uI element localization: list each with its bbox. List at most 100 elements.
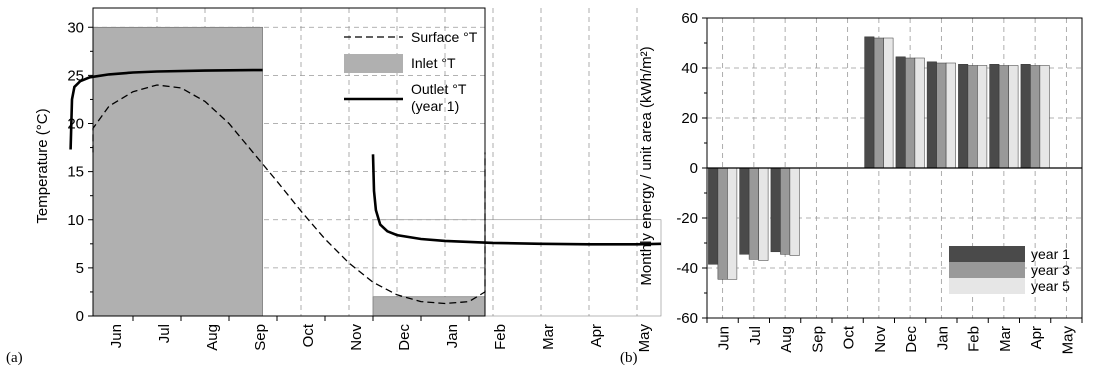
bar	[945, 62, 956, 169]
y-tick-labels: 0 5 10 15 20 25 30	[67, 19, 84, 325]
bar	[1039, 65, 1050, 169]
x-tick-label: Aug	[778, 326, 795, 353]
y-tick-label: 60	[681, 10, 698, 27]
inlet-band	[372, 296, 486, 317]
x-tick-label: Jun	[716, 326, 733, 350]
x-tick-label: Feb	[492, 324, 509, 350]
x-tick-labels: Jun Jul Aug Sep Oct Nov Dec Jan Feb Mar Apr May	[108, 323, 653, 352]
x-tick-label: Apr	[588, 324, 605, 347]
y-tick-label: -40	[676, 260, 698, 277]
panel-label: (a)	[6, 350, 23, 366]
axes-frame	[88, 7, 486, 321]
bar	[895, 56, 906, 169]
bar	[967, 65, 978, 169]
bar	[989, 64, 1000, 169]
energy-chart: -60 -40 -20 0 20 40 60 Jun Jul Aug Sep Oct Nov Dec Ja…	[620, 10, 1083, 366]
y-tick-label: 25	[67, 67, 84, 84]
axes-frame	[702, 17, 1083, 323]
legend-swatch	[949, 278, 1025, 294]
y-tick-label: 5	[76, 260, 84, 277]
x-tick-label: Aug	[204, 324, 221, 351]
y-tick-label: 0	[76, 308, 84, 325]
inlet-bands	[92, 26, 662, 317]
y-tick-label: 0	[690, 160, 698, 177]
x-tick-label: Jul	[156, 324, 173, 343]
outlet-temperature-line	[371, 154, 662, 246]
y-axis-label: Monthly energy / unit area (kWh/m²)	[638, 46, 655, 285]
bar	[1020, 64, 1031, 169]
bar	[789, 167, 800, 256]
x-tick-label: Apr	[1028, 326, 1045, 349]
x-tick-label: Feb	[966, 326, 983, 352]
bar	[739, 167, 750, 255]
legend-swatch-inlet	[344, 54, 403, 73]
bar	[905, 57, 916, 169]
bar	[748, 167, 759, 260]
legend-swatch	[949, 262, 1025, 278]
bar	[864, 36, 875, 169]
y-tick-label: 10	[67, 212, 84, 229]
legend-label-outlet: Outlet °T	[411, 81, 467, 97]
x-tick-label: Mar	[997, 326, 1014, 352]
x-tick-label: Nov	[348, 324, 365, 351]
y-tick-label: -60	[676, 310, 698, 327]
panel-label: (b)	[620, 350, 638, 366]
x-tick-label: Jan	[934, 326, 951, 350]
plot-frame	[92, 7, 486, 317]
outlet-temperature-line	[69, 68, 263, 150]
y-tick-label: 30	[67, 19, 84, 36]
x-tick-label: Dec	[396, 324, 413, 351]
bar	[958, 64, 969, 169]
legend-label: year 1	[1031, 246, 1070, 262]
bar	[998, 65, 1009, 169]
inlet-band	[92, 26, 263, 317]
x-tick-label: Sep	[809, 326, 826, 353]
y-tick-label: 40	[681, 60, 698, 77]
bar	[780, 167, 791, 255]
x-tick-label: May	[636, 324, 653, 353]
y-tick-label: 20	[67, 116, 84, 133]
bar	[1008, 65, 1019, 169]
bar	[883, 37, 894, 169]
x-tick-label: Jan	[444, 324, 461, 348]
legend-label-surface: Surface °T	[411, 29, 478, 45]
temperature-chart: 0 5 10 15 20 25 30 Jun Jul Aug Sep Oct Nov Dec Jan Feb…	[6, 7, 662, 366]
bar	[936, 62, 947, 169]
inlet-band-outline	[372, 219, 662, 317]
y-tick-label: 20	[681, 110, 698, 127]
bar	[914, 57, 925, 169]
surface-temperature-line	[92, 84, 486, 305]
bar	[758, 167, 769, 261]
y-axis-label: Temperature (°C)	[34, 108, 51, 223]
x-tick-label: Nov	[872, 326, 889, 353]
x-tick-label: Jun	[108, 324, 125, 348]
bar	[1030, 65, 1041, 169]
bar	[708, 167, 719, 265]
bar	[926, 61, 937, 169]
bar	[873, 37, 884, 169]
legend-label-inlet: Inlet °T	[411, 55, 456, 71]
bar	[977, 65, 988, 169]
bar	[717, 167, 728, 280]
x-tick-label: Jul	[747, 326, 764, 345]
x-tick-label: Oct	[841, 325, 858, 349]
legend-swatch	[949, 246, 1025, 262]
x-tick-label: Mar	[540, 324, 557, 350]
bar	[770, 167, 781, 253]
x-tick-labels: Jun Jul Aug Sep Oct Nov Dec Jan Feb Mar Apr May	[716, 325, 1077, 354]
y-tick-label: -20	[676, 210, 698, 227]
x-tick-label: Oct	[300, 323, 317, 347]
bars	[708, 36, 1050, 280]
x-tick-label: Dec	[903, 326, 920, 353]
series-lines	[69, 68, 662, 305]
y-tick-label: 15	[67, 164, 84, 181]
legend-label: year 5	[1031, 278, 1070, 294]
x-tick-label: Sep	[252, 324, 269, 351]
x-tick-label: May	[1059, 326, 1076, 355]
y-tick-labels: -60 -40 -20 0 20 40 60	[676, 10, 698, 327]
legend-label-outlet: (year 1)	[411, 98, 459, 114]
bar	[727, 167, 738, 280]
legend: Surface °T Inlet °T Outlet °T(year 1)	[344, 29, 478, 114]
